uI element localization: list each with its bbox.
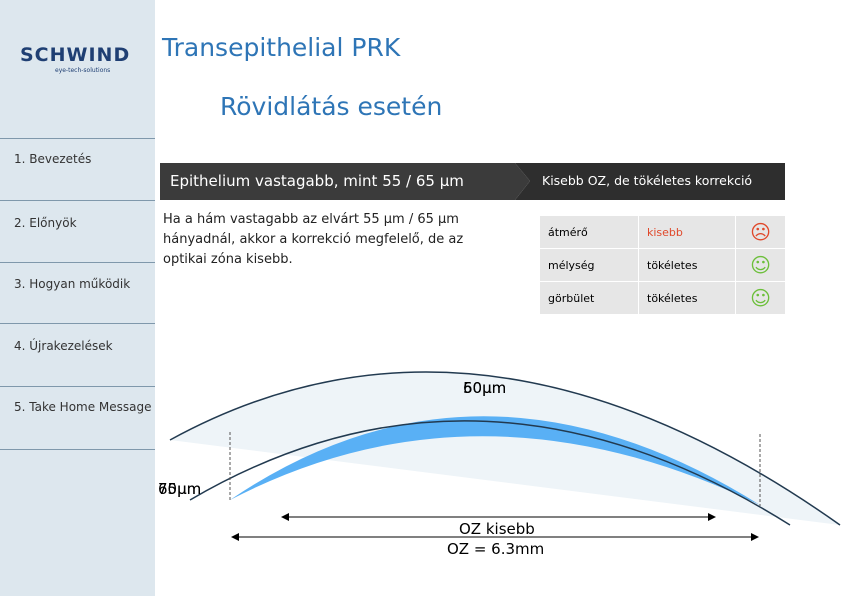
label: 60µm <box>463 379 507 397</box>
icon: ☹ <box>735 216 785 249</box>
paragraph: Ha a hám vastagabb az elvárt 55 µm / 65 … <box>163 212 464 267</box>
table: átmérő kisebb ☹ mélység tökéletes ☺ görbület… <box>540 216 785 315</box>
banner-right <box>515 163 785 200</box>
banner-right-text: Kisebb OZ, de tökéletes korrekció <box>542 173 753 188</box>
separator <box>0 323 155 324</box>
subtitle: Rövidlátás esetén <box>220 92 443 121</box>
separator <box>0 386 155 387</box>
separator <box>0 200 155 201</box>
nav-item[interactable]: 1. Bevezetés <box>14 152 92 166</box>
cell: mélység <box>540 248 639 282</box>
lens <box>230 416 760 505</box>
outer-curve <box>169 371 841 526</box>
inner-curve <box>189 420 791 526</box>
banner-left <box>160 163 530 200</box>
cell: átmérő <box>540 216 639 249</box>
separator <box>0 449 155 450</box>
label: 50µm <box>463 379 507 397</box>
nav-item[interactable]: 4. Újrakezelések <box>14 339 113 353</box>
label: OZ = 6.3mm <box>447 540 545 558</box>
label: OZ kisebb <box>459 520 535 538</box>
separator <box>0 138 155 139</box>
icon: ☺ <box>735 281 785 315</box>
cell: görbület <box>540 281 639 315</box>
icon: ☺ <box>735 248 785 282</box>
cell: tökéletes <box>638 281 736 315</box>
label: 65µm <box>158 480 202 498</box>
cell: kisebb <box>638 216 736 249</box>
banner-left-text: Epithelium vastagabb, mint 55 / 65 µm <box>170 172 464 190</box>
logo-tagline: eye-tech-solutions <box>55 67 111 74</box>
sidebar <box>0 0 155 596</box>
title: Transepithelial PRK <box>162 33 401 62</box>
nav-item[interactable]: 3. Hogyan működik <box>14 277 131 291</box>
nav-item[interactable]: 2. Előnyök <box>14 216 77 230</box>
separator <box>0 262 155 263</box>
nav-item[interactable]: 5. Take Home Message <box>14 400 152 414</box>
logo: SCHWIND <box>20 44 131 66</box>
cell: tökéletes <box>638 248 736 282</box>
label: 70µm <box>158 480 202 498</box>
